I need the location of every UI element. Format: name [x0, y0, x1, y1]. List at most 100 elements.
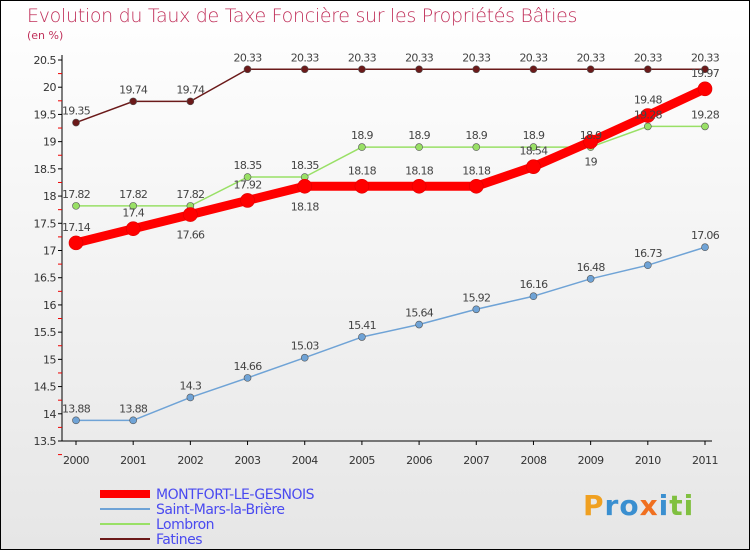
- data-label: 15.64: [405, 307, 434, 320]
- y-tick-label: 18: [43, 190, 56, 203]
- data-point: [129, 97, 137, 106]
- data-point: [300, 353, 309, 362]
- data-label: 13.88: [119, 402, 148, 415]
- data-point: [644, 65, 652, 74]
- data-label: 20.33: [691, 51, 720, 64]
- data-label: 18.9: [465, 129, 487, 142]
- y-tick-label: 15.5: [34, 326, 57, 339]
- y-tick-label: 16: [43, 299, 56, 312]
- data-label: 20.33: [405, 51, 434, 64]
- data-point: [125, 221, 141, 237]
- data-label: 18.9: [580, 129, 602, 142]
- chart-title: Evolution du Taux de Taxe Foncière sur l…: [27, 5, 578, 27]
- x-tick-label: 2011: [692, 454, 718, 467]
- data-point: [697, 81, 713, 97]
- data-point: [186, 97, 195, 106]
- series-line: [76, 125, 705, 207]
- legend-label: Saint-Mars-la-Brière: [156, 502, 284, 518]
- data-label: 16.73: [634, 247, 663, 260]
- data-point: [129, 416, 137, 425]
- data-label: 15.41: [348, 319, 376, 332]
- data-label: 17.14: [62, 221, 91, 234]
- data-point: [358, 143, 366, 151]
- data-label: 20.33: [519, 51, 548, 64]
- y-tick-label: 15: [43, 353, 56, 366]
- data-label: 17.82: [62, 188, 90, 201]
- data-point: [300, 65, 309, 74]
- x-tick-label: 2007: [463, 454, 489, 467]
- data-label: 15.92: [462, 291, 490, 304]
- data-label: 20.33: [577, 51, 606, 64]
- data-label: 18.18: [462, 164, 491, 177]
- data-point: [72, 118, 80, 127]
- y-tick-label: 20.5: [34, 54, 57, 67]
- y-tick-label: 20: [43, 81, 56, 94]
- x-tick-label: 2010: [635, 454, 661, 467]
- y-tick-label: 19: [43, 136, 56, 149]
- series-line: [76, 246, 706, 422]
- data-label: 18.18: [405, 164, 434, 177]
- data-point: [68, 235, 84, 251]
- data-label: 18.9: [523, 129, 545, 142]
- data-point: [529, 292, 538, 301]
- data-label: 17.06: [691, 229, 720, 242]
- data-point: [472, 305, 481, 314]
- y-tick-label: 13.5: [34, 435, 57, 448]
- data-label: 19.97: [691, 67, 720, 80]
- data-label: 17.82: [176, 188, 204, 201]
- x-tick-label: 2000: [63, 454, 89, 467]
- data-point: [644, 122, 652, 131]
- y-tick-label: 14.5: [34, 381, 57, 394]
- data-point: [468, 178, 484, 194]
- data-point: [701, 122, 709, 131]
- legend-label: MONTFORT-LE-GESNOIS: [156, 487, 315, 503]
- data-label: 18.9: [351, 129, 373, 142]
- y-tick-label: 16.5: [34, 272, 57, 285]
- x-tick-label: 2005: [349, 454, 375, 467]
- data-label: 19.74: [119, 83, 148, 96]
- data-label: 19.48: [634, 94, 663, 107]
- data-point: [472, 143, 481, 151]
- data-label: 20.33: [634, 51, 663, 64]
- legend-label: Lombron: [156, 517, 214, 533]
- data-label: 18.18: [291, 200, 320, 213]
- data-point: [72, 202, 80, 210]
- x-tick-label: 2004: [292, 454, 318, 467]
- data-label: 20.33: [234, 51, 263, 64]
- y-tick-label: 19.5: [34, 108, 57, 121]
- data-point: [243, 173, 252, 181]
- data-label: 19.74: [176, 83, 205, 96]
- data-point: [243, 65, 252, 74]
- data-point: [640, 108, 656, 123]
- data-label: 18.54: [519, 145, 548, 158]
- data-point: [297, 178, 313, 194]
- data-label: 18.35: [234, 159, 263, 172]
- data-label: 20.33: [291, 51, 320, 64]
- data-point: [644, 261, 652, 269]
- y-tick-label: 18.5: [34, 163, 57, 176]
- data-point: [701, 243, 709, 252]
- data-point: [583, 134, 598, 149]
- series-line: [75, 68, 705, 124]
- data-label: 18.9: [408, 129, 430, 142]
- x-tick-label: 2008: [520, 454, 546, 467]
- data-label: 19: [584, 156, 597, 169]
- data-label: 13.88: [62, 402, 91, 415]
- x-tick-label: 2003: [235, 454, 261, 467]
- data-point: [472, 65, 481, 74]
- series-line: [74, 84, 707, 248]
- data-label: 18.35: [291, 159, 320, 172]
- y-axis-unit: (en %): [27, 29, 64, 42]
- data-label: 17.92: [234, 178, 262, 191]
- data-label: 17.66: [176, 229, 205, 242]
- data-point: [72, 416, 80, 425]
- data-label: 19.28: [634, 108, 663, 121]
- x-tick-label: 2006: [406, 454, 432, 467]
- data-label: 14.3: [180, 379, 202, 392]
- y-tick-label: 17: [43, 245, 56, 258]
- data-point: [358, 65, 366, 74]
- data-point: [129, 202, 137, 210]
- data-point: [186, 393, 195, 402]
